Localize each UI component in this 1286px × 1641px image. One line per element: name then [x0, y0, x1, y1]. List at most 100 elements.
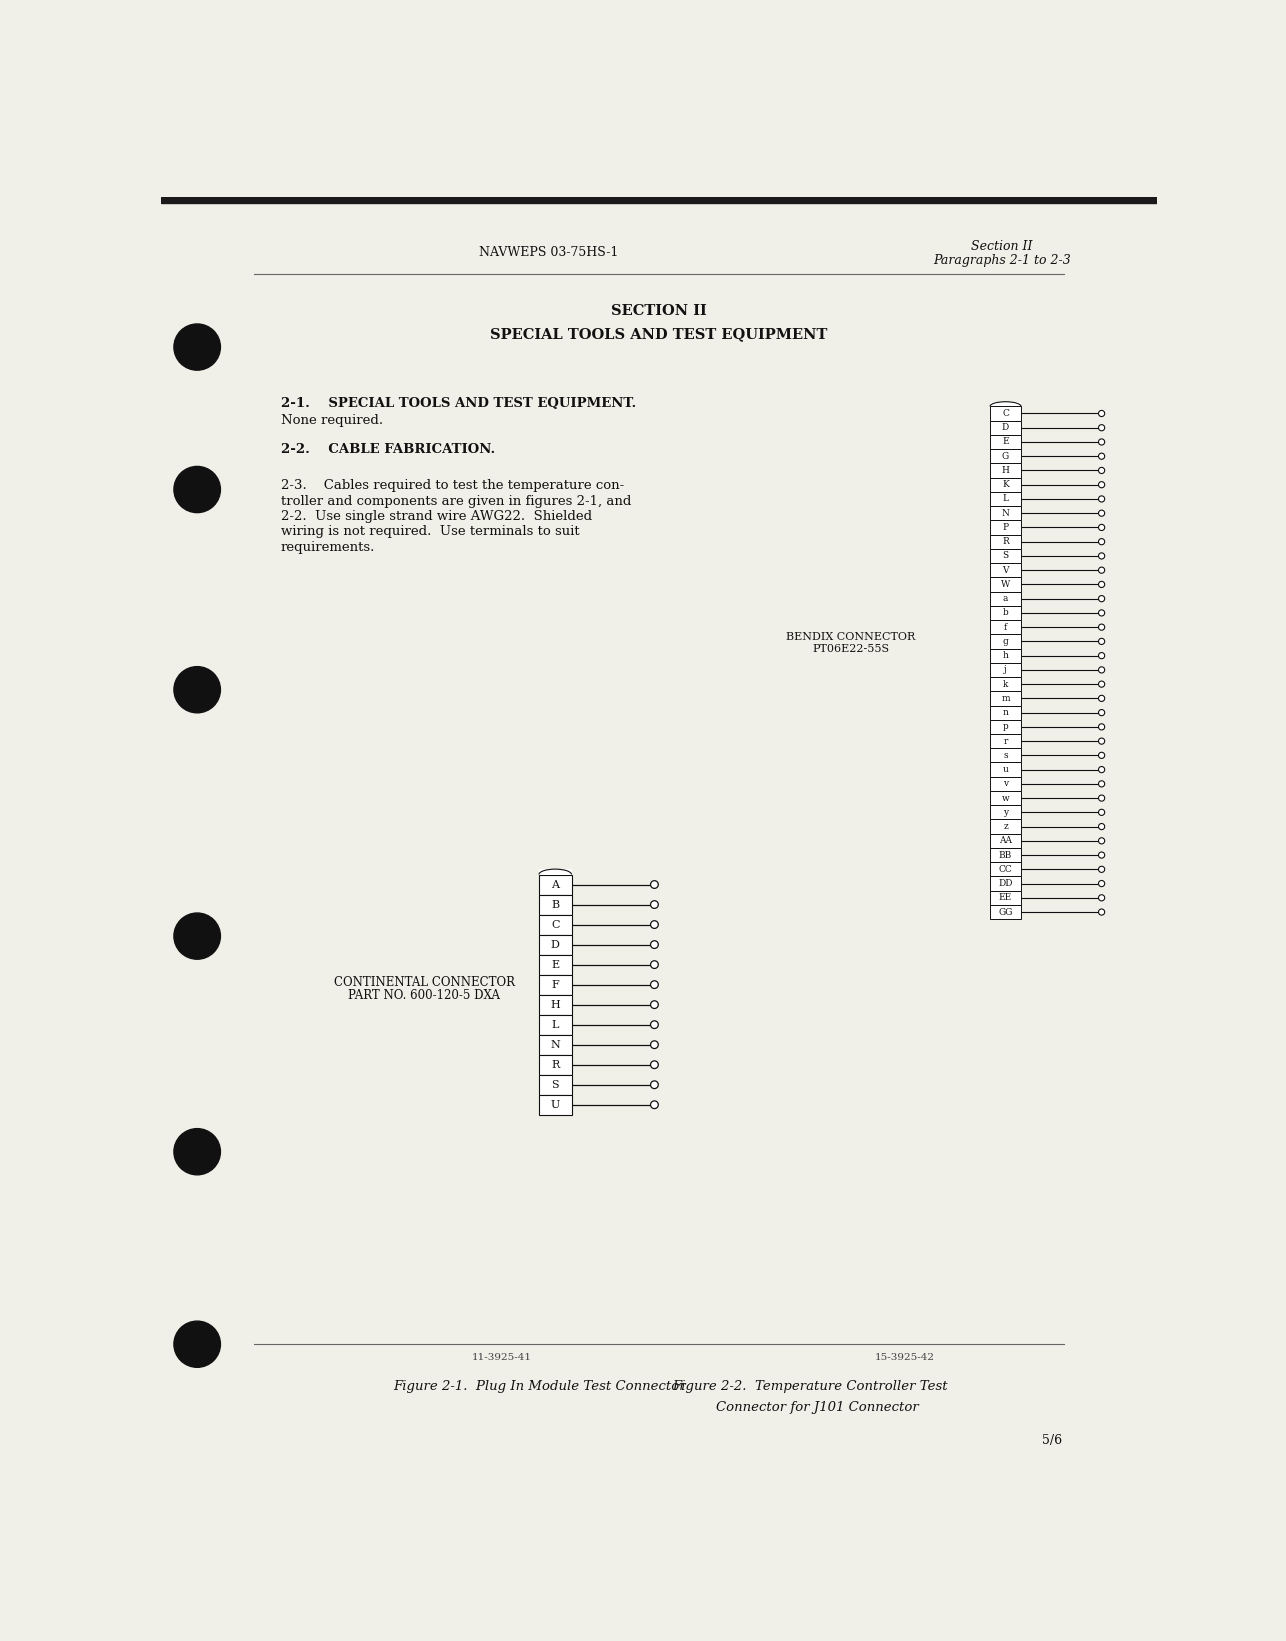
Circle shape	[1098, 410, 1105, 417]
Text: w: w	[1002, 794, 1010, 802]
Text: L: L	[552, 1019, 559, 1029]
Circle shape	[174, 1321, 220, 1367]
Bar	[539, 994, 571, 1014]
Bar	[539, 935, 571, 955]
Circle shape	[651, 1021, 658, 1029]
Text: S: S	[552, 1080, 559, 1090]
Text: troller and components are given in figures 2-1, and: troller and components are given in figu…	[280, 494, 631, 507]
Text: requirements.: requirements.	[280, 542, 376, 553]
Bar	[990, 450, 1021, 463]
Bar	[990, 748, 1021, 763]
Text: R: R	[1002, 537, 1010, 546]
Text: Figure 2-1.  Plug In Module Test Connector: Figure 2-1. Plug In Module Test Connecto…	[394, 1380, 685, 1393]
Bar	[539, 975, 571, 994]
Circle shape	[1098, 809, 1105, 816]
Text: N: N	[1002, 509, 1010, 517]
Bar	[539, 1014, 571, 1035]
Text: A: A	[552, 880, 559, 889]
Bar	[990, 463, 1021, 478]
Bar	[990, 678, 1021, 691]
Bar	[990, 620, 1021, 635]
Circle shape	[1098, 866, 1105, 873]
Text: z: z	[1003, 822, 1008, 830]
Bar	[539, 1075, 571, 1095]
Text: a: a	[1003, 594, 1008, 604]
Bar	[990, 606, 1021, 620]
Text: EE: EE	[999, 893, 1012, 903]
Circle shape	[651, 1101, 658, 1109]
Text: SECTION II: SECTION II	[611, 304, 707, 318]
Text: s: s	[1003, 752, 1008, 760]
Text: K: K	[1002, 481, 1010, 489]
Bar	[990, 776, 1021, 791]
Circle shape	[1098, 638, 1105, 645]
Circle shape	[1098, 824, 1105, 830]
Text: f: f	[1004, 622, 1007, 632]
Text: p: p	[1003, 722, 1008, 732]
Circle shape	[1098, 752, 1105, 758]
Text: S: S	[1003, 551, 1008, 561]
Text: g: g	[1003, 637, 1008, 647]
Circle shape	[1098, 496, 1105, 502]
Circle shape	[651, 940, 658, 948]
Text: R: R	[552, 1060, 559, 1070]
Bar	[990, 420, 1021, 435]
Bar	[990, 520, 1021, 535]
Bar	[990, 763, 1021, 776]
Circle shape	[651, 1060, 658, 1068]
Text: G: G	[1002, 451, 1010, 461]
Text: H: H	[1002, 466, 1010, 474]
Text: U: U	[550, 1099, 559, 1109]
Bar	[990, 834, 1021, 848]
Circle shape	[1098, 738, 1105, 745]
Bar	[990, 848, 1021, 862]
Circle shape	[1098, 596, 1105, 602]
Circle shape	[651, 881, 658, 888]
Text: B: B	[552, 899, 559, 909]
Text: wiring is not required.  Use terminals to suit: wiring is not required. Use terminals to…	[280, 525, 580, 538]
Text: Paragraphs 2-1 to 2-3: Paragraphs 2-1 to 2-3	[932, 254, 1070, 266]
Text: CONTINENTAL CONNECTOR: CONTINENTAL CONNECTOR	[334, 976, 514, 990]
Text: CC: CC	[999, 865, 1012, 873]
Bar	[539, 914, 571, 935]
Text: 2-1.    SPECIAL TOOLS AND TEST EQUIPMENT.: 2-1. SPECIAL TOOLS AND TEST EQUIPMENT.	[280, 397, 637, 410]
Text: E: E	[1002, 438, 1008, 446]
Text: h: h	[1003, 651, 1008, 660]
Circle shape	[1098, 766, 1105, 773]
Circle shape	[1098, 538, 1105, 545]
Circle shape	[1098, 468, 1105, 474]
Bar	[539, 870, 571, 875]
Circle shape	[651, 981, 658, 988]
Text: BB: BB	[999, 850, 1012, 860]
Bar	[990, 691, 1021, 706]
Text: W: W	[1001, 579, 1010, 589]
Circle shape	[651, 921, 658, 929]
Text: Figure 2-2.  Temperature Controller Test: Figure 2-2. Temperature Controller Test	[673, 1380, 948, 1393]
Circle shape	[1098, 839, 1105, 843]
Text: V: V	[1002, 566, 1008, 574]
Circle shape	[651, 901, 658, 909]
Text: BENDIX CONNECTOR: BENDIX CONNECTOR	[786, 632, 916, 642]
Text: C: C	[550, 919, 559, 929]
Bar	[539, 1055, 571, 1075]
Circle shape	[1098, 681, 1105, 688]
Circle shape	[1098, 453, 1105, 459]
Text: y: y	[1003, 807, 1008, 817]
Circle shape	[174, 912, 220, 960]
Circle shape	[174, 323, 220, 371]
Text: AA: AA	[999, 837, 1012, 845]
Bar	[539, 875, 571, 894]
Bar	[990, 806, 1021, 819]
Circle shape	[174, 1129, 220, 1175]
Bar	[990, 478, 1021, 492]
Text: GG: GG	[998, 907, 1013, 917]
Circle shape	[1098, 438, 1105, 445]
Circle shape	[1098, 794, 1105, 801]
Bar	[539, 1035, 571, 1055]
Text: Section II: Section II	[971, 241, 1033, 253]
Circle shape	[174, 466, 220, 512]
Bar	[990, 535, 1021, 548]
Circle shape	[1098, 781, 1105, 788]
Bar	[990, 563, 1021, 578]
Bar	[990, 548, 1021, 563]
